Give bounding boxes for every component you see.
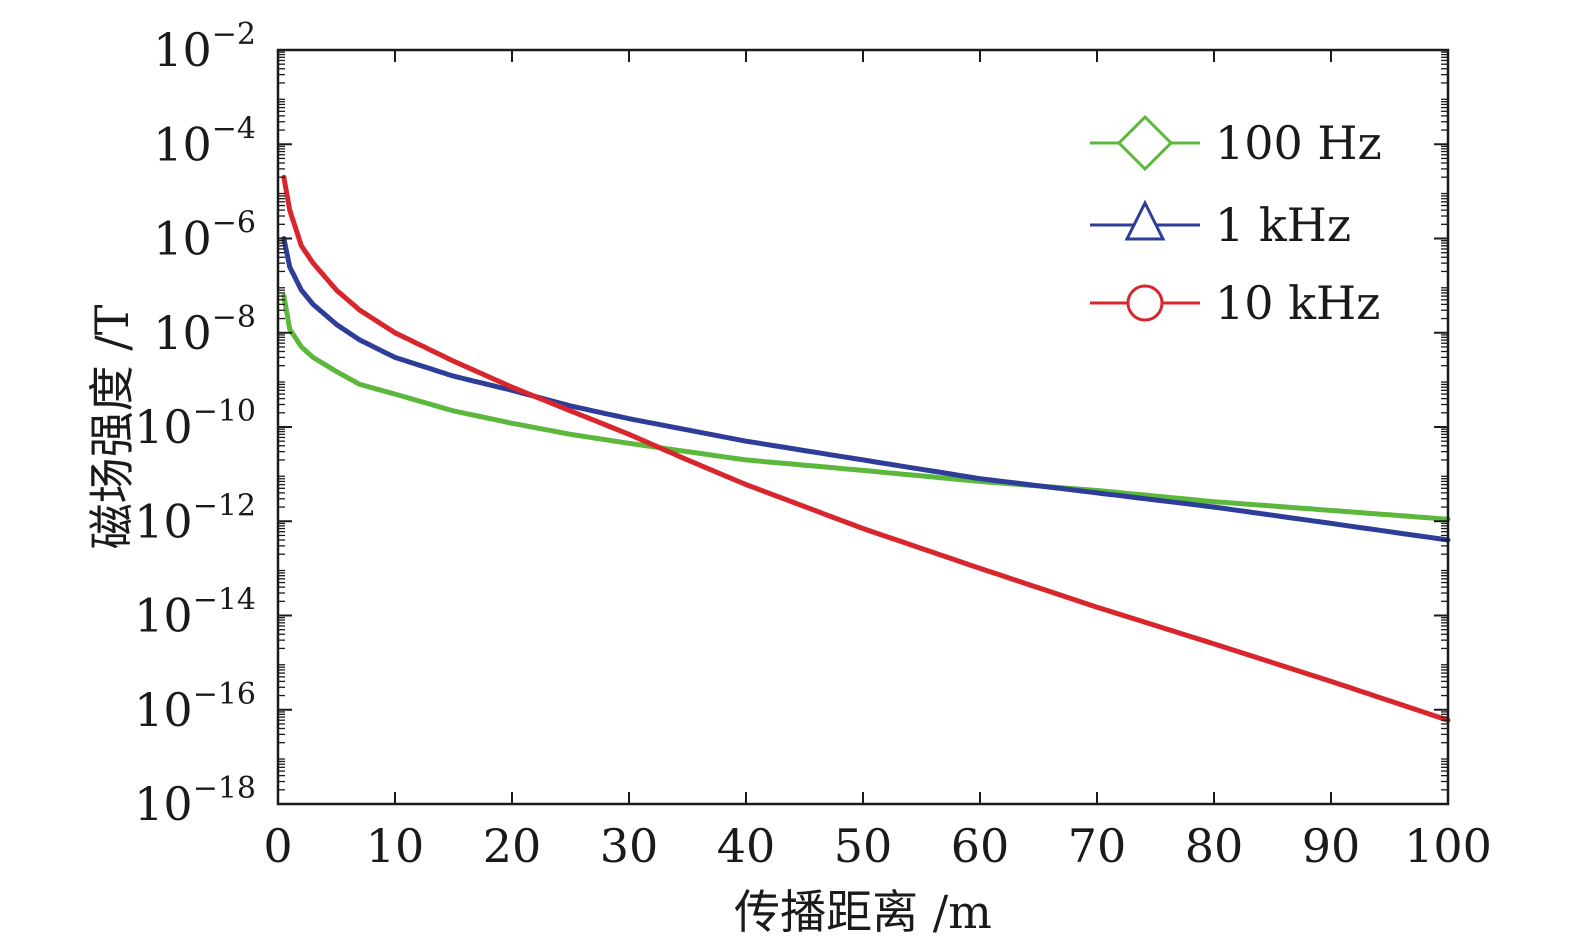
series-line: [281, 174, 1451, 723]
legend-diamond-marker: [1116, 114, 1174, 172]
x-tick-label: 80: [1185, 819, 1244, 873]
series-layer: [281, 174, 1451, 723]
x-tick-label: 40: [717, 819, 776, 873]
legend-label: 100 Hz: [1215, 116, 1382, 170]
x-tick-label: 60: [951, 819, 1010, 873]
y-axis-title: 磁场强度 /T: [85, 304, 139, 549]
x-tick-label: 70: [1068, 819, 1127, 873]
x-axis-title: 传播距离 /m: [734, 885, 992, 939]
y-tick-label: 10−8: [153, 300, 256, 360]
legend-triangle-marker: [1124, 199, 1166, 241]
x-tick-label: 10: [366, 819, 425, 873]
y-tick-label: 10−12: [134, 488, 256, 548]
y-tick-label: 10−10: [134, 394, 256, 454]
series-line: [281, 293, 1451, 522]
y-tick-label: 10−2: [153, 17, 256, 77]
legend: 100 Hz 1 kHz 10 kHz: [1090, 114, 1382, 330]
x-tick-label: 50: [834, 819, 893, 873]
y-tick-label: 10−16: [134, 677, 256, 737]
y-tick-label: 10−6: [153, 206, 256, 266]
y-tick-label: 10−14: [134, 583, 256, 643]
x-tick-label: 0: [263, 819, 292, 873]
y-tick-label: 10−18: [134, 771, 256, 831]
x-tick-label: 100: [1404, 819, 1492, 873]
x-tick-labels: 0 10 20 30 40 50 60 70 80 90 100: [263, 819, 1492, 873]
legend-label: 10 kHz: [1215, 276, 1380, 330]
tick-layer: [277, 49, 1449, 805]
y-tick-label: 10−4: [153, 111, 256, 171]
x-tick-label: 90: [1302, 819, 1361, 873]
legend-circle-marker: [1126, 284, 1164, 322]
legend-label: 1 kHz: [1215, 198, 1351, 252]
x-tick-label: 20: [483, 819, 542, 873]
y-tick-labels: 10−2 10−4 10−6 10−8 10−10 10−12 10−14 10−16 10−1…: [134, 17, 256, 831]
x-tick-label: 30: [600, 819, 659, 873]
